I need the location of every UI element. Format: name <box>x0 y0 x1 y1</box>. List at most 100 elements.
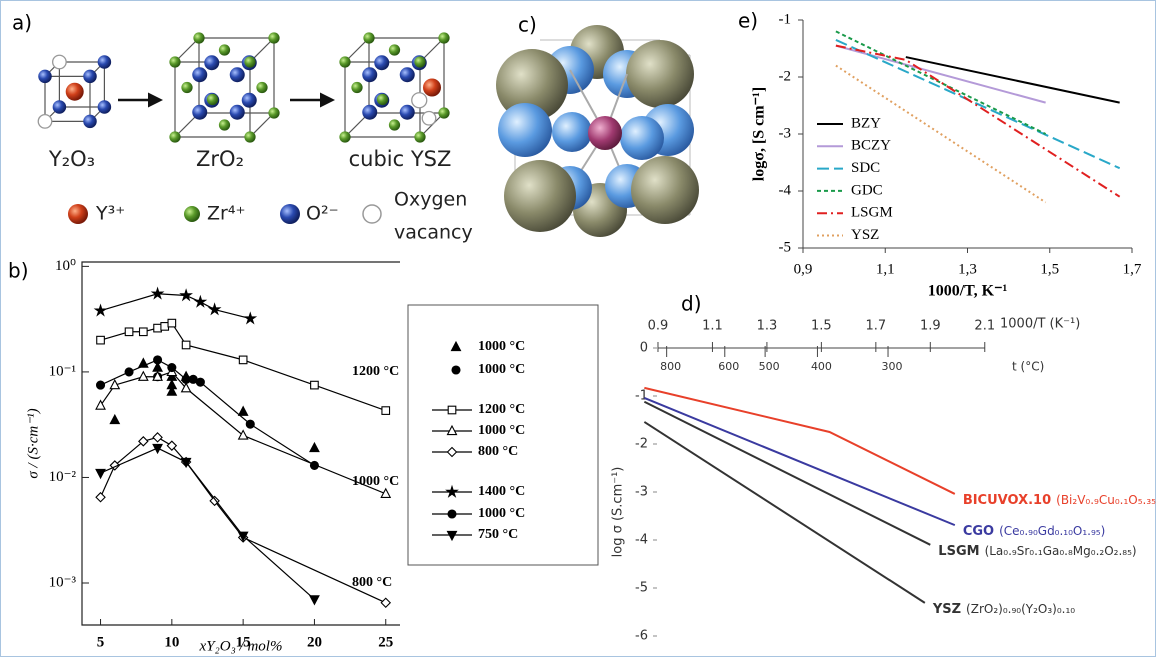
atom <box>192 105 207 120</box>
x-tick-label: 2.1 <box>974 319 995 334</box>
atom <box>363 32 374 43</box>
marker <box>310 596 319 605</box>
atom <box>242 93 257 108</box>
y-tick-label: -4 <box>779 182 792 198</box>
legend-label: 1000 °C <box>478 362 525 377</box>
marker <box>181 290 191 300</box>
series-line <box>101 294 251 319</box>
marker <box>153 433 162 442</box>
compound-label: ZrO₂ <box>196 147 244 171</box>
x2-tick-label: 300 <box>882 360 903 373</box>
x-tick-label: 1.5 <box>811 319 832 334</box>
atom <box>244 56 255 67</box>
atom <box>351 82 362 93</box>
marker <box>381 598 390 607</box>
atom <box>66 83 84 101</box>
series-label: LSGM(La₀.₉Sr₀.₁Ga₀.₈Mg₀.₂O₂.₈₅) <box>938 543 1136 558</box>
legend-atom <box>184 206 200 222</box>
legend-label: 750 °C <box>478 527 518 542</box>
series-label: YSZ (ZrO₂)₀.₉₀(Y₂O₃)₀.₁₀ <box>932 601 1075 616</box>
x-tick-label: 1,1 <box>876 261 895 277</box>
legend-label: O²⁻ <box>306 203 339 225</box>
legend-label: vacancy <box>394 222 473 244</box>
atom <box>552 112 592 152</box>
series-name: LSGM <box>938 543 979 558</box>
annotation: 1000 °C <box>352 474 399 489</box>
legend-atom <box>68 204 88 224</box>
atom <box>169 56 180 67</box>
series-label: CGO(Ce₀.₉₀Gd₀.₁₀O₁.₉₅) <box>963 524 1106 539</box>
marker <box>246 420 254 428</box>
legend-label: 800 °C <box>478 444 518 459</box>
marker <box>96 469 105 478</box>
atom <box>377 94 388 105</box>
legend-label: 1200 °C <box>478 402 525 417</box>
x-tick-label: 1.9 <box>920 319 941 334</box>
marker <box>239 431 248 440</box>
marker <box>153 444 162 453</box>
series-formula: (ZrO₂)₀.₉₀(Y₂O₃)₀.₁₀ <box>966 601 1075 615</box>
atom <box>181 82 192 93</box>
atom <box>268 107 279 118</box>
annotation: 1200 °C <box>352 364 399 379</box>
x-tick-label: 1.3 <box>757 319 778 334</box>
vacancy <box>422 112 436 126</box>
atom <box>400 105 415 120</box>
y-tick-label: 10⁰ <box>55 258 76 274</box>
x-tick-label: 1,7 <box>1123 261 1142 277</box>
marker <box>97 381 105 389</box>
x-axis-label: 1000/T (K⁻¹) <box>1000 317 1080 332</box>
panel-label: d) <box>681 292 702 316</box>
vacancy <box>38 115 52 128</box>
marker <box>125 368 133 376</box>
atom <box>362 67 377 82</box>
x2-tick-label: 800 <box>660 360 681 373</box>
marker <box>168 319 176 327</box>
marker <box>110 415 119 424</box>
x-tick-label: 1.1 <box>702 319 723 334</box>
marker <box>382 407 390 415</box>
atom <box>219 44 230 55</box>
marker <box>96 493 105 502</box>
page: a) Y₂O₃ ZrO₂ cubic YSZ Y³⁺ Zr⁴⁺ O²⁻ Oxyg… <box>0 0 1156 657</box>
atom <box>620 116 664 160</box>
x-axis-label: 1000/T, K⁻¹ <box>928 283 1008 300</box>
atom <box>400 67 415 82</box>
atom <box>339 56 350 67</box>
marker <box>125 328 133 336</box>
y-tick-label: -3 <box>635 485 648 500</box>
legend-atom <box>363 205 381 223</box>
marker <box>182 341 190 349</box>
legend-label: BZY <box>851 115 881 131</box>
marker <box>168 364 176 372</box>
y-tick-label: -6 <box>635 629 648 644</box>
y-tick-label: 10⁻³ <box>49 574 77 590</box>
atom <box>504 160 576 232</box>
marker <box>311 381 319 389</box>
marker <box>139 372 148 381</box>
atom <box>588 116 622 150</box>
figure: a) Y₂O₃ ZrO₂ cubic YSZ Y³⁺ Zr⁴⁺ O²⁻ Oxyg… <box>0 0 1156 657</box>
y-tick-label: -1 <box>635 389 648 404</box>
marker <box>154 356 162 364</box>
x2-tick-label: 500 <box>759 360 780 373</box>
series-name: YSZ <box>932 601 961 616</box>
y-tick-label: 10⁻² <box>49 469 77 485</box>
x2-tick-label: 600 <box>718 360 739 373</box>
legend-label: 1000 °C <box>478 339 525 354</box>
atom <box>631 156 699 224</box>
y-tick-label: -4 <box>635 533 648 548</box>
x-tick-label: 10 <box>164 634 179 650</box>
series-formula: (Bi₂V₀.₉Cu₀.₁O₅.₃₅) <box>1056 492 1156 506</box>
series-line <box>644 422 924 603</box>
vacancy <box>412 93 427 108</box>
marker <box>182 375 190 383</box>
legend-label: Y³⁺ <box>95 203 125 225</box>
series-line <box>101 437 386 602</box>
y-tick-label: -5 <box>635 581 648 596</box>
series-line <box>644 398 954 525</box>
series-label: BICUVOX.10(Bi₂V₀.₉Cu₀.₁O₅.₃₅) <box>963 492 1156 507</box>
atom <box>219 119 230 130</box>
legend-atom <box>280 204 300 224</box>
y-tick-label: -1 <box>779 11 792 27</box>
